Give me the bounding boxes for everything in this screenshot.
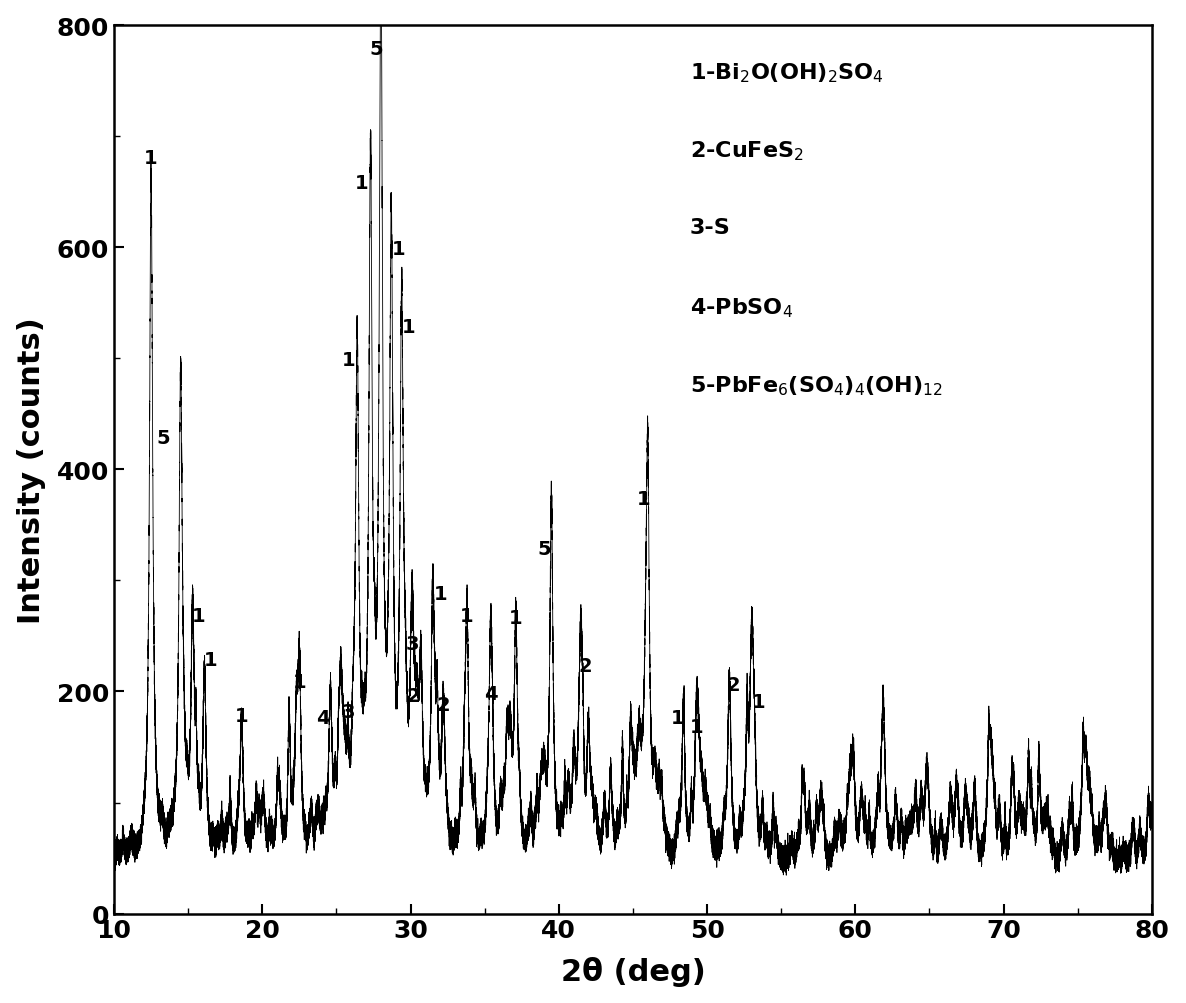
Text: 1: 1 [752,693,766,712]
Text: 2: 2 [436,695,449,714]
Text: 1: 1 [670,708,684,727]
Text: 2: 2 [579,656,592,675]
Text: 5: 5 [370,40,383,59]
Text: 1: 1 [637,489,650,509]
Text: 2: 2 [407,686,420,705]
Text: 1: 1 [192,606,205,625]
Text: 2-CuFeS$_2$: 2-CuFeS$_2$ [690,139,804,163]
Text: 1: 1 [433,584,447,603]
Text: 4: 4 [484,684,497,703]
Text: 4: 4 [317,708,330,727]
Text: 5: 5 [157,428,170,447]
Text: 1: 1 [293,673,306,692]
Text: 3: 3 [342,703,355,722]
Text: 5-PbFe$_6$(SO$_4$)$_4$(OH)$_{12}$: 5-PbFe$_6$(SO$_4$)$_4$(OH)$_{12}$ [690,374,943,397]
X-axis label: 2θ (deg): 2θ (deg) [561,957,706,986]
Text: 1: 1 [145,149,158,169]
Text: 1: 1 [342,351,355,370]
Text: 2: 2 [727,675,740,694]
Text: 1-Bi$_2$O(OH)$_2$SO$_4$: 1-Bi$_2$O(OH)$_2$SO$_4$ [690,61,884,85]
Text: 1: 1 [509,609,523,628]
Text: 1: 1 [690,717,703,736]
Text: 1: 1 [235,706,248,725]
Text: 4-PbSO$_4$: 4-PbSO$_4$ [690,296,793,320]
Text: 1: 1 [355,174,369,193]
Text: 1: 1 [460,606,473,625]
Text: 1: 1 [391,240,406,259]
Text: 1: 1 [204,651,217,670]
Y-axis label: Intensity (counts): Intensity (counts) [17,317,46,623]
Text: 3: 3 [406,634,419,653]
Text: 5: 5 [537,540,550,559]
Text: 1: 1 [402,318,416,337]
Text: 3-S: 3-S [690,218,731,238]
